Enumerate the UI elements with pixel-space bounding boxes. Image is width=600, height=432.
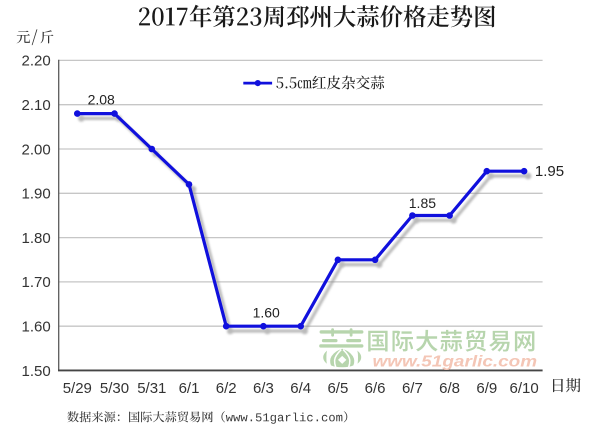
svg-text:6/3: 6/3 bbox=[253, 380, 274, 397]
svg-text:1.95: 1.95 bbox=[535, 163, 564, 180]
svg-text:2.08: 2.08 bbox=[88, 92, 115, 108]
svg-text:1.60: 1.60 bbox=[21, 319, 50, 336]
svg-text:6/7: 6/7 bbox=[402, 380, 423, 397]
svg-text:6/1: 6/1 bbox=[179, 380, 200, 397]
svg-text:6/4: 6/4 bbox=[290, 380, 311, 397]
svg-text:1.70: 1.70 bbox=[21, 274, 50, 291]
svg-text:5/30: 5/30 bbox=[100, 380, 129, 397]
svg-text:1.80: 1.80 bbox=[21, 230, 50, 247]
svg-text:2.10: 2.10 bbox=[21, 97, 50, 114]
svg-text:2.20: 2.20 bbox=[21, 53, 50, 70]
svg-text:1.90: 1.90 bbox=[21, 186, 50, 203]
svg-text:6/9: 6/9 bbox=[476, 380, 497, 397]
svg-text:6/5: 6/5 bbox=[327, 380, 348, 397]
svg-text:1.60: 1.60 bbox=[253, 304, 280, 320]
svg-text:6/10: 6/10 bbox=[509, 380, 538, 397]
svg-text:5/29: 5/29 bbox=[63, 380, 92, 397]
svg-text:6/8: 6/8 bbox=[439, 380, 460, 397]
svg-text:6/6: 6/6 bbox=[365, 380, 386, 397]
svg-text:1.85: 1.85 bbox=[409, 195, 436, 211]
svg-text:2.00: 2.00 bbox=[21, 141, 50, 158]
svg-text:6/2: 6/2 bbox=[216, 380, 237, 397]
svg-text:www.51garlic.com: www.51garlic.com bbox=[373, 354, 538, 371]
svg-text:5/31: 5/31 bbox=[137, 380, 166, 397]
svg-text:1.50: 1.50 bbox=[21, 363, 50, 380]
